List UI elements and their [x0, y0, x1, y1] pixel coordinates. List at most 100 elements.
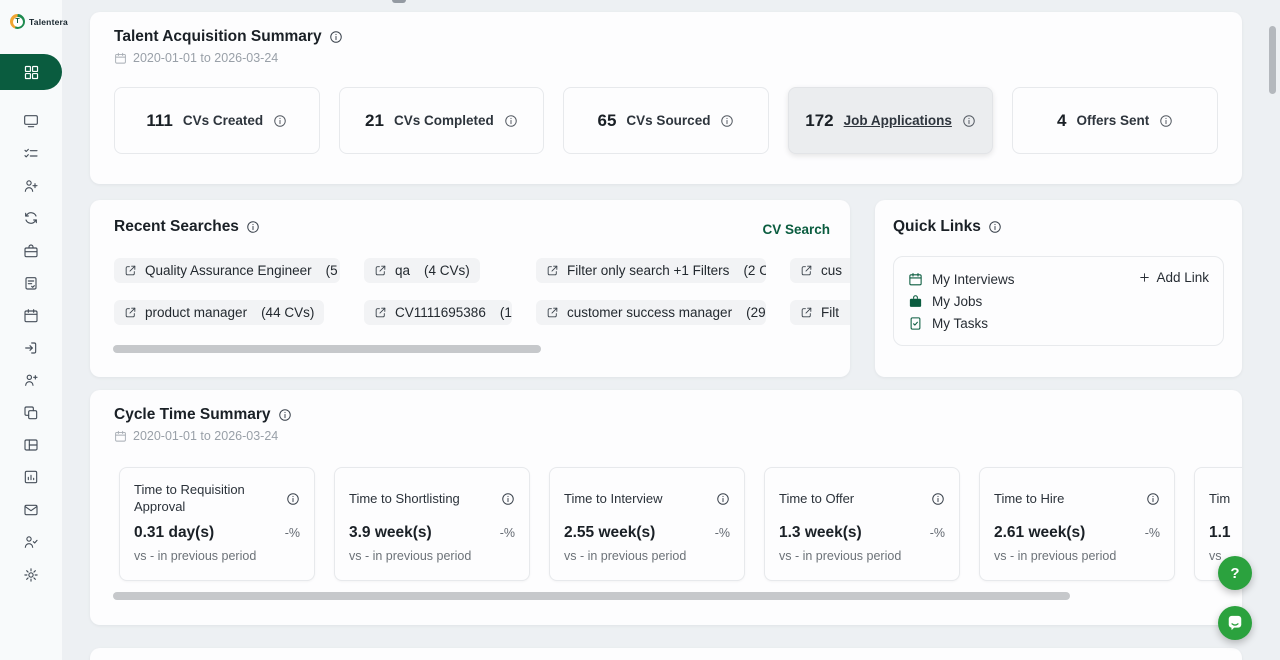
sidebar-item-templates[interactable]	[0, 397, 62, 429]
add-link-button[interactable]: Add Link	[1138, 270, 1209, 285]
stat-label: CVs Completed	[393, 113, 494, 128]
briefcase-icon	[908, 294, 923, 309]
vertical-scrollbar-thumb[interactable]	[1269, 26, 1276, 94]
chip-label: cus	[821, 263, 843, 278]
sidebar-item-monitor[interactable]	[0, 105, 62, 137]
cycle-card-time-to-requisition-approval: Time to Requisition Approval 0.31 day(s)…	[119, 467, 315, 581]
search-chip[interactable]: Filter only search +1 Filters (2 CVs)	[536, 258, 766, 283]
stat-label: Offers Sent	[1076, 113, 1150, 128]
search-chip[interactable]: product manager (44 CVs)	[114, 300, 325, 325]
info-icon[interactable]	[278, 408, 292, 422]
stat-card-cvs-sourced[interactable]: 65 CVs Sourced	[563, 87, 769, 154]
external-link-icon	[546, 264, 559, 277]
sidebar-item-mail[interactable]	[0, 494, 62, 526]
sidebar-item-sync[interactable]	[0, 202, 62, 234]
sidebar-item-jobs[interactable]	[0, 235, 62, 267]
info-icon[interactable]	[931, 492, 945, 506]
cycle-card-title: Tim	[1209, 490, 1231, 506]
search-chip[interactable]: CV1111695386 (1 CVs)	[364, 300, 512, 325]
cv-search-link[interactable]: CV Search	[762, 222, 830, 237]
user-check-icon	[23, 534, 39, 550]
cycle-card-value: 3.9 week(s)	[349, 524, 432, 541]
info-icon[interactable]	[716, 492, 730, 506]
stat-label: Job Applications	[843, 113, 952, 128]
stat-card-job-applications[interactable]: 172 Job Applications	[787, 87, 994, 154]
cycle-card-time-to-shortlisting: Time to Shortlisting 3.9 week(s) -% vs -…	[334, 467, 530, 581]
cycle-card-time-to-interview: Time to Interview 2.55 week(s) -% vs - i…	[549, 467, 745, 581]
sidebar-item-calendar[interactable]	[0, 299, 62, 331]
chip-count: (5 CVs)	[325, 263, 340, 278]
cycle-card-comparison: vs - in previous period	[779, 549, 902, 563]
quick-link-my-interviews[interactable]: My Interviews	[908, 268, 1209, 290]
sidebar-item-organization[interactable]	[0, 429, 62, 461]
cycle-card-time-to-offer: Time to Offer 1.3 week(s) -% vs - in pre…	[764, 467, 960, 581]
sidebar-item-settings[interactable]	[0, 558, 62, 590]
plus-icon	[1138, 271, 1151, 284]
info-icon[interactable]	[1146, 492, 1160, 506]
add-link-label: Add Link	[1156, 270, 1209, 285]
search-chip[interactable]: Quality Assurance Engineer (5 CVs)	[114, 258, 340, 283]
search-chip[interactable]: cus	[790, 258, 850, 283]
chart-report-icon	[23, 469, 39, 485]
search-chip[interactable]: qa (4 CVs)	[364, 258, 480, 283]
quick-link-my-jobs[interactable]: My Jobs	[908, 290, 1209, 312]
stat-value: 21	[365, 110, 384, 130]
sidebar: T Talentera	[0, 0, 68, 660]
stat-value: 65	[597, 110, 617, 130]
stat-card-cvs-created[interactable]: 111 CVs Created	[114, 87, 320, 154]
chip-label: qa	[395, 263, 411, 278]
horizontal-scrollbar-thumb[interactable]	[113, 345, 541, 353]
info-icon[interactable]	[1159, 114, 1173, 128]
section-title: Cycle Time Summary	[114, 406, 271, 423]
stat-card-offers-sent[interactable]: 4 Offers Sent	[1012, 87, 1218, 154]
date-range-text: 2020-01-01 to 2026-03-24	[133, 429, 279, 443]
calendar-icon	[23, 308, 39, 324]
cycle-card-value: 1.1	[1209, 524, 1231, 541]
info-icon[interactable]	[501, 492, 515, 506]
info-icon[interactable]	[273, 114, 287, 128]
sidebar-item-add-user[interactable]	[0, 364, 62, 396]
sidebar-item-approvals[interactable]	[0, 526, 62, 558]
info-icon[interactable]	[988, 220, 1002, 234]
info-icon[interactable]	[962, 114, 976, 128]
quick-link-label: My Jobs	[932, 293, 983, 309]
info-icon[interactable]	[286, 492, 300, 506]
quick-link-my-tasks[interactable]: My Tasks	[908, 312, 1209, 334]
chip-count: (44 CVs)	[261, 305, 315, 320]
date-range: 2020-01-01 to 2026-03-24	[114, 51, 1218, 65]
stat-card-cvs-completed[interactable]: 21 CVs Completed	[338, 87, 545, 154]
settings-gear-icon	[23, 567, 39, 583]
sidebar-item-onboarding[interactable]	[0, 332, 62, 364]
horizontal-scrollbar-thumb[interactable]	[113, 592, 1070, 600]
chip-count: (29 CVs)	[746, 305, 766, 320]
info-icon[interactable]	[504, 114, 518, 128]
organization-table-icon	[23, 437, 39, 453]
stat-value: 172	[805, 110, 834, 130]
help-button[interactable]: ?	[1218, 556, 1252, 590]
user-plus-icon	[23, 178, 39, 194]
section-title: Recent Searches	[114, 218, 239, 235]
external-link-icon	[374, 306, 387, 319]
cycle-card-delta: -%	[499, 526, 515, 540]
sidebar-item-candidates[interactable]	[0, 170, 62, 202]
chip-label: Quality Assurance Engineer	[145, 263, 312, 278]
chip-label: customer success manager	[567, 305, 733, 320]
info-icon[interactable]	[720, 114, 734, 128]
sidebar-nav	[0, 105, 62, 591]
dashboard-grid-icon	[23, 64, 40, 81]
search-chip[interactable]: customer success manager (29 CVs)	[536, 300, 766, 325]
recent-searches-section: Recent Searches CV Search Quality Assura…	[90, 200, 850, 377]
talent-acquisition-summary-section: Talent Acquisition Summary 2020-01-01 to…	[90, 12, 1242, 184]
sidebar-item-dashboard[interactable]	[0, 54, 62, 90]
sidebar-item-reports[interactable]	[0, 461, 62, 493]
chat-button[interactable]	[1218, 606, 1252, 640]
cycle-card-delta: -%	[284, 526, 300, 540]
info-icon[interactable]	[246, 220, 260, 234]
cycle-card-title: Time to Hire	[994, 490, 1065, 506]
talentera-logo[interactable]: T Talentera	[10, 14, 68, 29]
user-add-icon	[23, 372, 39, 388]
search-chip[interactable]: Filt	[790, 300, 850, 325]
sidebar-item-tasks[interactable]	[0, 137, 62, 169]
sidebar-item-requisitions[interactable]	[0, 267, 62, 299]
info-icon[interactable]	[329, 30, 343, 44]
